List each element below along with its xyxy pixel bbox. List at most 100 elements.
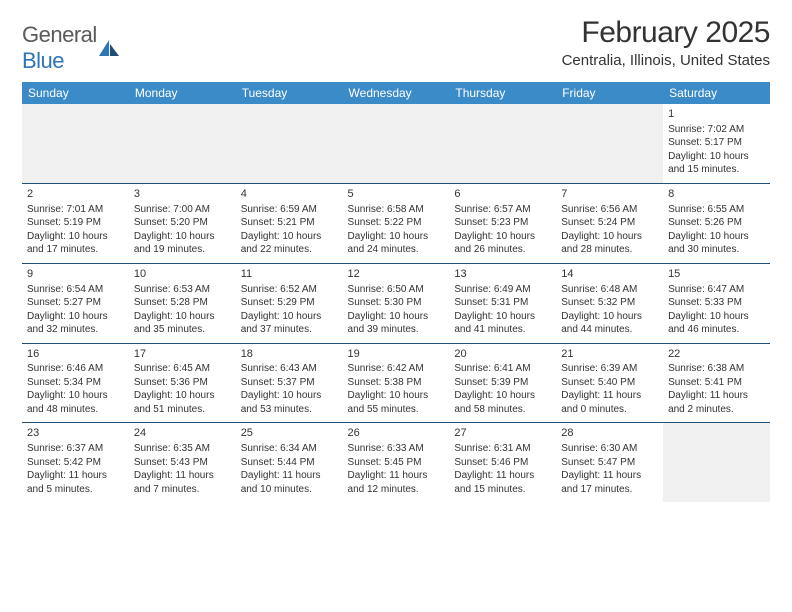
brand-part1: General	[22, 22, 97, 47]
day-number: 9	[27, 267, 124, 282]
daylight-text: Daylight: 10 hours and 35 minutes.	[134, 310, 231, 337]
daylight-text: Daylight: 10 hours and 26 minutes.	[454, 230, 551, 257]
calendar-cell	[663, 423, 770, 502]
calendar-cell: 6Sunrise: 6:57 AMSunset: 5:23 PMDaylight…	[449, 183, 556, 263]
day-number: 25	[241, 426, 338, 441]
daylight-text: Daylight: 10 hours and 55 minutes.	[348, 389, 445, 416]
sunset-text: Sunset: 5:33 PM	[668, 296, 765, 310]
daylight-text: Daylight: 10 hours and 22 minutes.	[241, 230, 338, 257]
calendar-cell: 17Sunrise: 6:45 AMSunset: 5:36 PMDayligh…	[129, 343, 236, 423]
header: General Blue February 2025 Centralia, Il…	[22, 16, 770, 74]
sunrise-text: Sunrise: 6:54 AM	[27, 283, 124, 297]
day-number: 1	[668, 107, 765, 122]
sunrise-text: Sunrise: 6:48 AM	[561, 283, 658, 297]
sunset-text: Sunset: 5:30 PM	[348, 296, 445, 310]
calendar-cell: 9Sunrise: 6:54 AMSunset: 5:27 PMDaylight…	[22, 263, 129, 343]
sunset-text: Sunset: 5:41 PM	[668, 376, 765, 390]
daylight-text: Daylight: 10 hours and 51 minutes.	[134, 389, 231, 416]
calendar-cell: 21Sunrise: 6:39 AMSunset: 5:40 PMDayligh…	[556, 343, 663, 423]
sunrise-text: Sunrise: 6:49 AM	[454, 283, 551, 297]
sunset-text: Sunset: 5:19 PM	[27, 216, 124, 230]
calendar-cell: 28Sunrise: 6:30 AMSunset: 5:47 PMDayligh…	[556, 423, 663, 502]
calendar-cell: 20Sunrise: 6:41 AMSunset: 5:39 PMDayligh…	[449, 343, 556, 423]
sunset-text: Sunset: 5:29 PM	[241, 296, 338, 310]
calendar-cell	[236, 104, 343, 183]
sunrise-text: Sunrise: 6:43 AM	[241, 362, 338, 376]
calendar-body: 1Sunrise: 7:02 AMSunset: 5:17 PM Daylight…	[22, 104, 770, 502]
location: Centralia, Illinois, United States	[562, 52, 770, 69]
sunset-text: Sunset: 5:47 PM	[561, 456, 658, 470]
sunset-text: Sunset: 5:24 PM	[561, 216, 658, 230]
sunset-text: Sunset: 5:39 PM	[454, 376, 551, 390]
calendar-page: General Blue February 2025 Centralia, Il…	[0, 0, 792, 518]
calendar-cell: 26Sunrise: 6:33 AMSunset: 5:45 PMDayligh…	[343, 423, 450, 502]
calendar-cell	[129, 104, 236, 183]
sunrise-text: Sunrise: 6:31 AM	[454, 442, 551, 456]
daylight-text: Daylight: 10 hours and 48 minutes.	[27, 389, 124, 416]
title-block: February 2025 Centralia, Illinois, Unite…	[562, 16, 770, 69]
calendar-cell: 13Sunrise: 6:49 AMSunset: 5:31 PMDayligh…	[449, 263, 556, 343]
weekday-header: Wednesday	[343, 82, 450, 104]
sunrise-text: Sunrise: 7:01 AM	[27, 203, 124, 217]
daylight-text: Daylight: 10 hours and 41 minutes.	[454, 310, 551, 337]
sunrise-text: Sunrise: 6:34 AM	[241, 442, 338, 456]
day-number: 8	[668, 187, 765, 202]
day-number: 7	[561, 187, 658, 202]
day-number: 21	[561, 347, 658, 362]
weekday-header: Thursday	[449, 82, 556, 104]
day-number: 24	[134, 426, 231, 441]
calendar-cell: 5Sunrise: 6:58 AMSunset: 5:22 PMDaylight…	[343, 183, 450, 263]
sunrise-text: Sunrise: 6:30 AM	[561, 442, 658, 456]
sunrise-text: Sunrise: 6:37 AM	[27, 442, 124, 456]
sunrise-text: Sunrise: 6:46 AM	[27, 362, 124, 376]
calendar-cell: 4Sunrise: 6:59 AMSunset: 5:21 PMDaylight…	[236, 183, 343, 263]
day-number: 16	[27, 347, 124, 362]
sunrise-text: Sunrise: 7:02 AM	[668, 123, 765, 137]
sunrise-text: Sunrise: 6:55 AM	[668, 203, 765, 217]
sunrise-text: Sunrise: 7:00 AM	[134, 203, 231, 217]
sunrise-text: Sunrise: 6:52 AM	[241, 283, 338, 297]
daylight-text: Daylight: 10 hours and 39 minutes.	[348, 310, 445, 337]
sunset-text: Sunset: 5:28 PM	[134, 296, 231, 310]
day-number: 27	[454, 426, 551, 441]
brand-logo: General Blue	[22, 22, 119, 74]
calendar-cell: 8Sunrise: 6:55 AMSunset: 5:26 PMDaylight…	[663, 183, 770, 263]
calendar-cell: 24Sunrise: 6:35 AMSunset: 5:43 PMDayligh…	[129, 423, 236, 502]
daylight-text: Daylight: 10 hours and 44 minutes.	[561, 310, 658, 337]
sunset-text: Sunset: 5:46 PM	[454, 456, 551, 470]
sunset-text: Sunset: 5:34 PM	[27, 376, 124, 390]
sunrise-text: Sunrise: 6:42 AM	[348, 362, 445, 376]
calendar-cell: 10Sunrise: 6:53 AMSunset: 5:28 PMDayligh…	[129, 263, 236, 343]
daylight-text: Daylight: 10 hours and 30 minutes.	[668, 230, 765, 257]
weekday-header-row: Sunday Monday Tuesday Wednesday Thursday…	[22, 82, 770, 104]
sunset-text: Sunset: 5:43 PM	[134, 456, 231, 470]
sunset-text: Sunset: 5:17 PM	[668, 136, 765, 150]
sunrise-text: Sunrise: 6:58 AM	[348, 203, 445, 217]
day-number: 19	[348, 347, 445, 362]
sunrise-text: Sunrise: 6:47 AM	[668, 283, 765, 297]
daylight-text: Daylight: 11 hours and 15 minutes.	[454, 469, 551, 496]
sunset-text: Sunset: 5:36 PM	[134, 376, 231, 390]
calendar-cell: 19Sunrise: 6:42 AMSunset: 5:38 PMDayligh…	[343, 343, 450, 423]
sunset-text: Sunset: 5:32 PM	[561, 296, 658, 310]
daylight-text: Daylight: 11 hours and 12 minutes.	[348, 469, 445, 496]
calendar-row: 2Sunrise: 7:01 AMSunset: 5:19 PM Daylight…	[22, 183, 770, 263]
day-number: 2	[27, 187, 124, 202]
sunset-text: Sunset: 5:38 PM	[348, 376, 445, 390]
daylight-text: Daylight: 11 hours and 7 minutes.	[134, 469, 231, 496]
day-number: 18	[241, 347, 338, 362]
day-number: 13	[454, 267, 551, 282]
daylight-text: Daylight: 11 hours and 10 minutes.	[241, 469, 338, 496]
calendar-cell	[22, 104, 129, 183]
calendar-cell: 11Sunrise: 6:52 AMSunset: 5:29 PMDayligh…	[236, 263, 343, 343]
day-number: 6	[454, 187, 551, 202]
daylight-text: Daylight: 10 hours and 58 minutes.	[454, 389, 551, 416]
day-number: 5	[348, 187, 445, 202]
calendar-cell: 12Sunrise: 6:50 AMSunset: 5:30 PMDayligh…	[343, 263, 450, 343]
daylight-text: Daylight: 10 hours and 24 minutes.	[348, 230, 445, 257]
calendar-cell: 3Sunrise: 7:00 AMSunset: 5:20 PMDaylight…	[129, 183, 236, 263]
calendar-cell: 2Sunrise: 7:01 AMSunset: 5:19 PMDaylight…	[22, 183, 129, 263]
day-number: 12	[348, 267, 445, 282]
sunrise-text: Sunrise: 6:35 AM	[134, 442, 231, 456]
day-number: 20	[454, 347, 551, 362]
